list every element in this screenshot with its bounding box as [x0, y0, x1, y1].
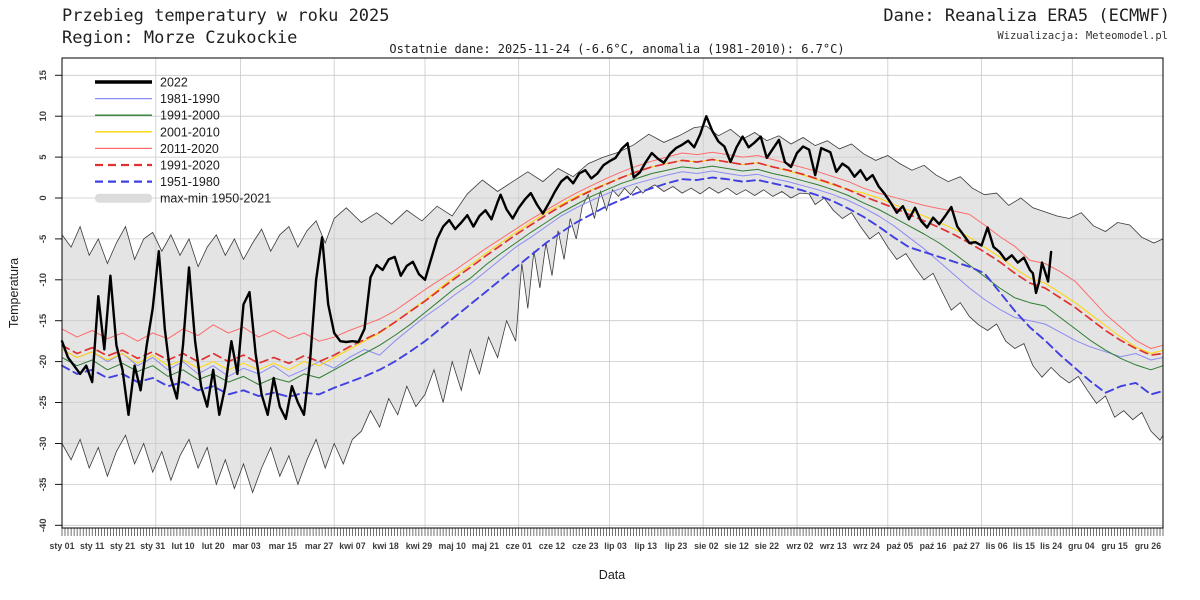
series-2011-2020: [61, 151, 1164, 349]
legend-item-2011-2020: 2011-2020: [95, 142, 219, 156]
svg-text:sie 12: sie 12: [724, 541, 749, 551]
svg-text:wrz 24: wrz 24: [852, 541, 880, 551]
svg-text:sie 22: sie 22: [755, 541, 780, 551]
svg-text:-35: -35: [38, 477, 49, 491]
series-1981-1990: [61, 170, 1164, 377]
svg-text:paź 05: paź 05: [886, 541, 913, 551]
svg-text:10: 10: [38, 111, 49, 122]
svg-text:kwi 07: kwi 07: [339, 541, 366, 551]
data-source-label: Dane: Reanaliza ERA5 (ECMWF): [883, 6, 1170, 26]
svg-text:lip 13: lip 13: [635, 541, 658, 551]
svg-text:gru 15: gru 15: [1101, 541, 1128, 551]
svg-text:1991-2020: 1991-2020: [160, 159, 220, 173]
svg-text:15: 15: [38, 69, 49, 80]
legend-item-1991-2020: 1991-2020: [95, 159, 220, 173]
svg-text:wrz 13: wrz 13: [819, 541, 847, 551]
svg-text:-10: -10: [38, 273, 49, 287]
legend-item-1981-1990: 1981-1990: [95, 92, 220, 106]
series-1951-1980: [61, 176, 1164, 398]
x-axis-ticks: [61, 528, 1164, 536]
svg-text:-30: -30: [38, 437, 49, 451]
svg-text:sie 02: sie 02: [694, 541, 719, 551]
svg-text:sty 21: sty 21: [110, 541, 135, 551]
svg-text:mar 27: mar 27: [305, 541, 333, 551]
series-1991-2000: [61, 165, 1164, 385]
svg-text:-20: -20: [38, 355, 49, 369]
svg-text:lis 06: lis 06: [986, 541, 1008, 551]
legend: 2022 1981-1990 1991-2000 2001-2010 2011-2020…: [95, 76, 271, 206]
svg-text:mar 15: mar 15: [269, 541, 297, 551]
svg-text:lis 24: lis 24: [1040, 541, 1062, 551]
svg-text:2001-2010: 2001-2010: [160, 125, 220, 139]
svg-text:wrz 02: wrz 02: [786, 541, 814, 551]
svg-text:cze 01: cze 01: [505, 541, 532, 551]
svg-text:max-min 1950-2021: max-min 1950-2021: [160, 192, 271, 206]
svg-text:kwi 29: kwi 29: [406, 541, 433, 551]
legend-item-1991-2000: 1991-2000: [95, 109, 220, 123]
svg-text:maj 10: maj 10: [439, 541, 466, 551]
svg-text:-15: -15: [38, 313, 49, 327]
svg-text:lut 20: lut 20: [202, 541, 225, 551]
svg-text:2022: 2022: [160, 76, 188, 90]
series-2022: [60, 115, 1053, 421]
svg-text:-40: -40: [38, 518, 49, 532]
series-1991-2020: [61, 158, 1164, 365]
x-axis-labels: sty 01 sty 11 sty 21 sty 31 lut 10 lut 20 mar …: [50, 541, 1162, 551]
visualization-credit: Wizualizacja: Meteomodel.pl: [997, 30, 1168, 42]
svg-text:1951-1980: 1951-1980: [160, 175, 220, 189]
svg-text:paź 27: paź 27: [953, 541, 980, 551]
x-axis-title: Data: [598, 568, 626, 582]
svg-text:lut 10: lut 10: [172, 541, 195, 551]
svg-text:-25: -25: [38, 395, 49, 409]
svg-text:2011-2020: 2011-2020: [160, 142, 219, 156]
page-title: Przebieg temperatury w roku 2025: [62, 6, 390, 26]
legend-item-1951-1980: 1951-1980: [95, 175, 220, 189]
y-axis-ticks: 15 10 5 0 -5 -10 -15 -20 -25 -30 -35 -40: [38, 69, 62, 532]
legend-item-2022: 2022: [95, 76, 188, 90]
band-outline: [61, 125, 1164, 494]
last-data-subtitle: Ostatnie dane: 2025-11-24 (-6.6°C, anoma…: [389, 42, 845, 56]
svg-text:1991-2000: 1991-2000: [160, 109, 220, 123]
svg-text:kwi 18: kwi 18: [372, 541, 399, 551]
svg-text:lip 03: lip 03: [604, 541, 627, 551]
svg-text:lis 15: lis 15: [1013, 541, 1035, 551]
svg-text:5: 5: [38, 154, 49, 160]
svg-text:0: 0: [38, 195, 49, 200]
svg-text:paź 16: paź 16: [920, 541, 947, 551]
svg-text:sty 01: sty 01: [50, 541, 75, 551]
svg-text:cze 12: cze 12: [539, 541, 566, 551]
svg-text:gru 26: gru 26: [1135, 541, 1162, 551]
svg-text:-5: -5: [38, 234, 49, 243]
svg-text:gru 04: gru 04: [1068, 541, 1095, 551]
region-subtitle: Region: Morze Czukockie: [62, 28, 298, 48]
svg-text:1981-1990: 1981-1990: [160, 92, 220, 106]
svg-text:maj 21: maj 21: [472, 541, 499, 551]
svg-text:cze 23: cze 23: [572, 541, 599, 551]
svg-text:lip 23: lip 23: [665, 541, 688, 551]
legend-item-max-min-band: max-min 1950-2021: [95, 192, 271, 206]
svg-text:sty 11: sty 11: [80, 541, 105, 551]
legend-item-2001-2010: 2001-2010: [95, 125, 220, 139]
svg-text:sty 31: sty 31: [140, 541, 165, 551]
svg-text:mar 03: mar 03: [232, 541, 260, 551]
gridlines: [62, 58, 1163, 528]
